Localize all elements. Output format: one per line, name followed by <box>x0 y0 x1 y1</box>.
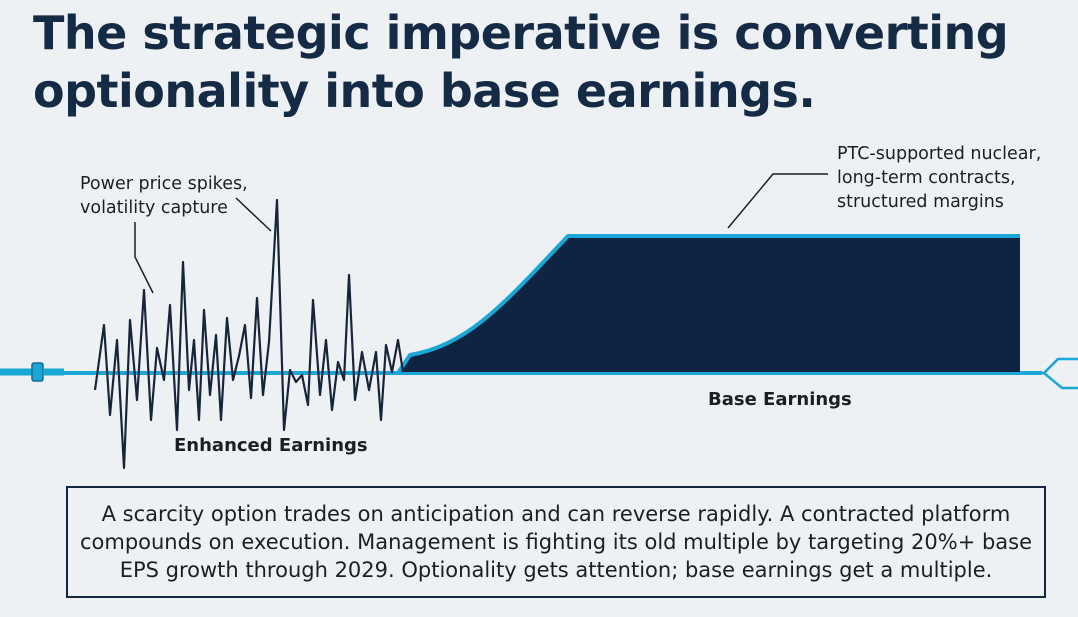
right-callout-line-1: PTC-supported nuclear, <box>837 144 1041 164</box>
left-callout-line-1: Power price spikes, <box>80 174 248 194</box>
base-earnings-label: Base Earnings <box>708 389 852 410</box>
connector-plug-icon <box>0 362 64 382</box>
summary-box: A scarcity option trades on anticipation… <box>66 486 1046 598</box>
summary-line-3: EPS growth through 2029. Optionality get… <box>119 558 993 582</box>
summary-line-2: compounds on execution. Management is fi… <box>79 530 1033 554</box>
right-callout: PTC-supported nuclear, long-term contrac… <box>727 144 1041 229</box>
page-title-line-2: optionality into base earnings. <box>33 64 816 118</box>
page-title: The strategic imperative is converting o… <box>33 4 1053 120</box>
summary-text: A scarcity option trades on anticipation… <box>80 500 1032 584</box>
base-earnings-outline <box>396 234 1020 375</box>
left-callout-line-2: volatility capture <box>80 198 228 218</box>
page-title-line-1: The strategic imperative is converting <box>33 6 1009 60</box>
left-callout: Power price spikes, volatility capture <box>80 174 272 294</box>
volatility-line <box>93 198 405 470</box>
enhanced-earnings-label: Enhanced Earnings <box>174 435 368 456</box>
right-continuation-line <box>1020 357 1078 390</box>
right-callout-line-3: structured margins <box>837 192 1004 212</box>
right-callout-line-2: long-term contracts, <box>837 168 1016 188</box>
base-earnings-area <box>400 236 1020 372</box>
summary-line-1: A scarcity option trades on anticipation… <box>101 502 1011 526</box>
